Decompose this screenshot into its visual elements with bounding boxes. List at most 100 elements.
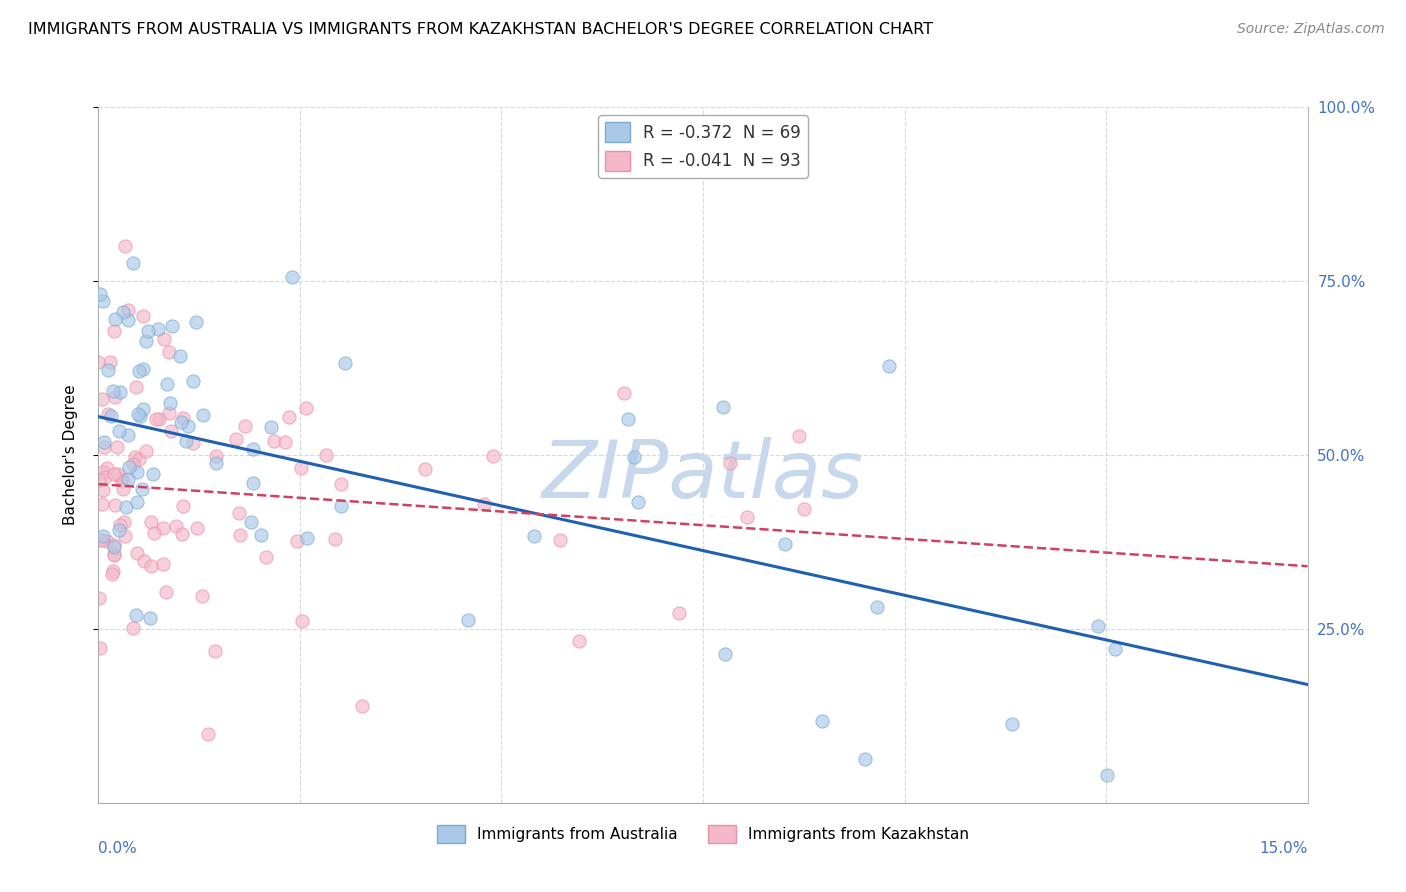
Point xyxy=(114,238,136,252)
Point xyxy=(112,482,135,496)
Point xyxy=(139,516,162,530)
Point xyxy=(290,461,312,475)
Point xyxy=(89,533,111,547)
Point xyxy=(225,432,247,446)
Point xyxy=(110,472,132,486)
Point xyxy=(1087,618,1109,632)
Point xyxy=(274,435,297,450)
Point xyxy=(787,429,810,443)
Point xyxy=(713,647,735,661)
Point xyxy=(103,547,125,561)
Point xyxy=(616,412,638,426)
Point xyxy=(277,409,299,424)
Point xyxy=(103,384,125,398)
Point xyxy=(100,409,122,423)
Point xyxy=(103,467,125,481)
Point xyxy=(866,599,889,614)
Point xyxy=(124,450,146,464)
Point xyxy=(121,621,143,635)
Point xyxy=(111,475,134,489)
Point xyxy=(108,517,131,532)
Point xyxy=(668,606,690,620)
Point xyxy=(136,324,159,338)
Point xyxy=(138,611,160,625)
Point xyxy=(101,564,124,578)
Point xyxy=(330,477,353,491)
Point xyxy=(104,312,127,326)
Point xyxy=(159,395,181,409)
Point xyxy=(107,467,129,482)
Point xyxy=(101,566,124,581)
Point xyxy=(127,407,149,421)
Point xyxy=(165,519,187,533)
Point xyxy=(190,589,212,603)
Point xyxy=(1104,642,1126,657)
Point xyxy=(482,449,505,463)
Point xyxy=(152,332,174,346)
Point xyxy=(135,444,157,458)
Point xyxy=(103,541,125,555)
Point xyxy=(877,359,900,373)
Point xyxy=(93,434,115,449)
Point xyxy=(148,411,170,425)
Point xyxy=(1095,768,1118,782)
Point xyxy=(105,440,128,454)
Point xyxy=(93,441,115,455)
Point xyxy=(110,385,132,400)
Point xyxy=(124,608,146,623)
Point xyxy=(204,456,226,470)
Point xyxy=(121,256,143,270)
Point xyxy=(96,461,118,475)
Point xyxy=(204,449,226,463)
Point xyxy=(87,591,110,605)
Point xyxy=(170,526,193,541)
Point xyxy=(197,727,219,741)
Point xyxy=(204,644,226,658)
Point xyxy=(172,499,194,513)
Point xyxy=(295,401,318,416)
Point xyxy=(94,470,117,484)
Point xyxy=(157,345,180,359)
Point xyxy=(623,450,645,464)
Point xyxy=(352,699,374,714)
Point xyxy=(125,380,148,394)
Point xyxy=(132,362,155,376)
Point xyxy=(735,509,758,524)
Point xyxy=(96,534,118,549)
Point xyxy=(104,390,127,404)
Point xyxy=(184,314,207,328)
Point xyxy=(111,305,134,319)
Point xyxy=(159,424,181,438)
Point xyxy=(91,466,114,480)
Point xyxy=(152,557,174,571)
Point xyxy=(295,531,318,545)
Point xyxy=(103,538,125,552)
Point xyxy=(330,499,353,513)
Point xyxy=(250,528,273,542)
Point xyxy=(181,374,204,388)
Point xyxy=(613,385,636,400)
Point xyxy=(127,495,149,509)
Point xyxy=(548,533,571,547)
Point xyxy=(811,714,834,728)
Point xyxy=(91,392,114,407)
Point xyxy=(107,424,129,438)
Point xyxy=(132,309,155,323)
Point xyxy=(145,411,167,425)
Y-axis label: Bachelor's Degree: Bachelor's Degree xyxy=(63,384,77,525)
Point xyxy=(181,436,204,450)
Point xyxy=(718,456,741,470)
Point xyxy=(115,500,138,514)
Point xyxy=(132,401,155,416)
Point xyxy=(522,529,544,543)
Point xyxy=(143,526,166,541)
Point xyxy=(128,452,150,467)
Point xyxy=(177,419,200,434)
Point xyxy=(793,501,815,516)
Legend: R = -0.372  N = 69, R = -0.041  N = 93: R = -0.372 N = 69, R = -0.041 N = 93 xyxy=(599,115,807,178)
Point xyxy=(229,528,252,542)
Point xyxy=(170,415,193,429)
Point xyxy=(156,377,179,392)
Point xyxy=(169,350,191,364)
Point xyxy=(87,355,110,369)
